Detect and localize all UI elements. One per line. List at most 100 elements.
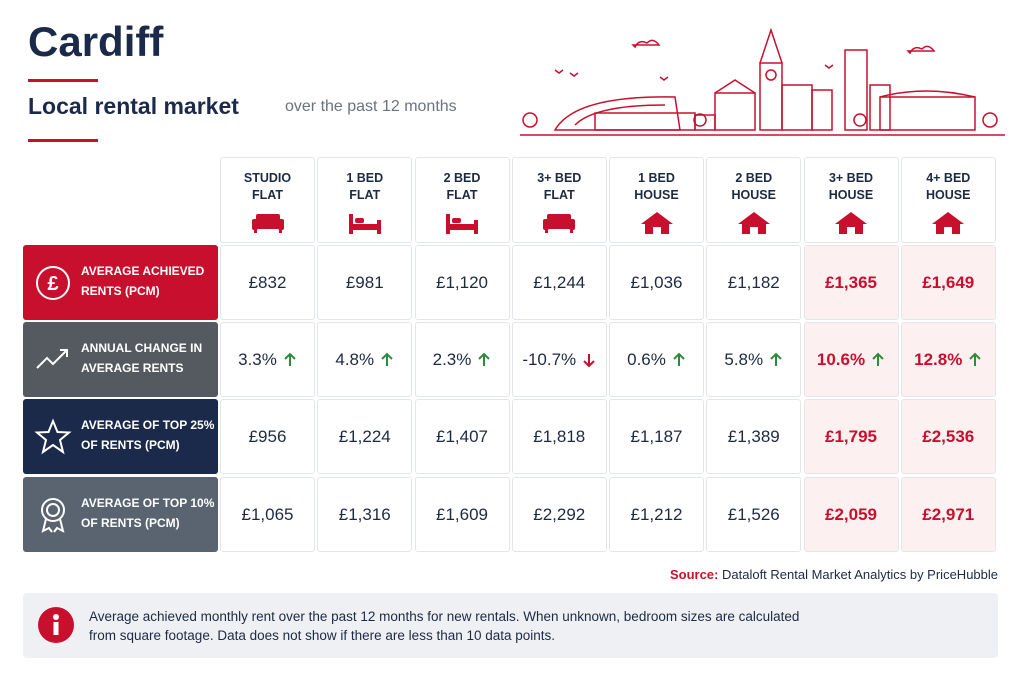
- row-label-text: AVERAGE OF TOP 10% OF RENTS (PCM): [81, 493, 214, 533]
- column-header-text: HOUSE: [731, 188, 776, 202]
- column-header: 1 BED HOUSE: [609, 157, 704, 243]
- table-cell: £2,292: [511, 477, 607, 552]
- arrow-up: [284, 352, 296, 366]
- column-header-text: FLAT: [446, 188, 478, 202]
- note-box: Average achieved monthly rent over the p…: [23, 593, 998, 658]
- cell-value: £1,389: [727, 426, 780, 446]
- row-icon: [34, 418, 72, 455]
- note-text: Average achieved monthly rent over the p…: [89, 609, 800, 643]
- arrow-up: [381, 352, 393, 366]
- cell-value: £1,526: [727, 504, 780, 524]
- column-header-text: STUDIO: [243, 171, 292, 185]
- row-icon: £: [36, 266, 70, 300]
- row-label: £ AVERAGE ACHIEVED RENTS (PCM): [23, 245, 218, 320]
- row-label-line: AVERAGE ACHIEVED: [81, 264, 205, 278]
- table-cell: £1,389: [706, 399, 802, 474]
- cell-value: £1,795: [825, 426, 877, 446]
- table-cell: £1,182: [706, 245, 802, 320]
- column-header: STUDIO FLAT: [220, 157, 315, 243]
- column-header-text: 2 BED: [735, 171, 773, 185]
- cell-value: £2,292: [533, 504, 586, 524]
- row-label: ANNUAL CHANGE IN AVERAGE RENTS: [23, 322, 218, 397]
- table-cell: 0.6%: [609, 322, 704, 397]
- cell-value: 10.6%: [816, 349, 866, 369]
- row-icon: [41, 498, 65, 533]
- column-header-text: 3+ BED: [537, 171, 582, 185]
- column-header: 1 BED FLAT: [317, 157, 413, 243]
- row-label-line: RENTS (PCM): [81, 284, 160, 298]
- column-header-text: HOUSE: [926, 188, 971, 202]
- cell-value: £1,224: [338, 426, 391, 446]
- column-header-text: 1 BED: [346, 171, 384, 185]
- title-rule: [28, 79, 98, 82]
- cell-value: -10.7%: [522, 349, 577, 369]
- column-icon: [446, 214, 478, 234]
- arrow-down: [583, 353, 595, 367]
- row-label-line: OF RENTS (PCM): [81, 516, 180, 530]
- row-label-text: ANNUAL CHANGE IN AVERAGE RENTS: [81, 338, 202, 378]
- cell-value: £981: [345, 272, 384, 292]
- table-cell: £1,244: [511, 245, 607, 320]
- table-cell: 4.8%: [317, 322, 413, 397]
- table-cell: £1,120: [414, 245, 510, 320]
- cell-value: £2,536: [922, 426, 975, 446]
- row-label: AVERAGE OF TOP 10% OF RENTS (PCM): [23, 477, 218, 552]
- cell-value: £1,212: [630, 504, 683, 524]
- cell-value: £1,649: [922, 272, 975, 292]
- table-cell: £1,649: [900, 245, 996, 320]
- table-cell: £1,316: [317, 477, 413, 552]
- column-icon: [251, 214, 284, 233]
- column-header-text: HOUSE: [634, 188, 679, 202]
- column-icon: [737, 212, 770, 234]
- table-cell: £1,365: [803, 245, 899, 320]
- table-cell: £1,212: [609, 477, 704, 552]
- row-label-line: ANNUAL CHANGE IN: [81, 341, 203, 355]
- cell-value: £1,120: [436, 272, 488, 292]
- table-cell: £1,526: [706, 477, 802, 552]
- table-cell: -10.7%: [511, 322, 607, 397]
- cell-value: 4.8%: [335, 349, 375, 369]
- column-header-text: 1 BED: [638, 171, 675, 185]
- cell-value: £1,818: [533, 426, 586, 446]
- table-cell: £956: [220, 399, 315, 474]
- arrow-up: [969, 352, 982, 366]
- column-header-text: FLAT: [543, 188, 575, 202]
- info-icon: [38, 607, 74, 643]
- row-label-text: AVERAGE ACHIEVED RENTS (PCM): [81, 261, 204, 301]
- svg-text:£: £: [47, 273, 58, 295]
- table-cell: £1,795: [803, 399, 899, 474]
- column-icon: [348, 214, 381, 234]
- table-cell: 3.3%: [220, 322, 315, 397]
- column-header-text: 3+ BED: [828, 171, 874, 185]
- column-icon: [543, 214, 576, 233]
- column-header-text: FLAT: [251, 188, 283, 202]
- column-header: 3+ BED HOUSE: [803, 157, 899, 243]
- column-icon: [835, 212, 867, 234]
- row-label-line: AVERAGE OF TOP 25%: [81, 418, 215, 432]
- cell-value: £1,036: [630, 272, 683, 292]
- arrow-up: [478, 352, 491, 366]
- skyline: [520, 27, 1005, 136]
- column-header-text: 2 BED: [443, 171, 481, 185]
- row-icon: [36, 349, 68, 369]
- column-header: 2 BED FLAT: [414, 157, 510, 243]
- cell-value: £1,187: [630, 426, 683, 446]
- column-icon: [932, 212, 965, 234]
- table-cell: £2,536: [900, 399, 996, 474]
- arrow-up: [770, 352, 782, 366]
- cell-value: £1,244: [533, 272, 586, 292]
- table-cell: £832: [220, 245, 315, 320]
- table-cell: £1,609: [414, 477, 510, 552]
- table-cell: 2.3%: [414, 322, 510, 397]
- table-cell: £981: [317, 245, 413, 320]
- table-cell: £1,187: [609, 399, 704, 474]
- row-label-line: AVERAGE OF TOP 10%: [81, 496, 215, 510]
- cell-value: £1,182: [727, 272, 780, 292]
- cell-value: £2,971: [922, 504, 975, 524]
- column-header: 2 BED HOUSE: [706, 157, 802, 243]
- row-label-line: OF RENTS (PCM): [81, 438, 180, 452]
- column-header-text: HOUSE: [828, 188, 874, 202]
- title: Cardiff: [28, 18, 164, 65]
- table-cell: £1,818: [511, 399, 607, 474]
